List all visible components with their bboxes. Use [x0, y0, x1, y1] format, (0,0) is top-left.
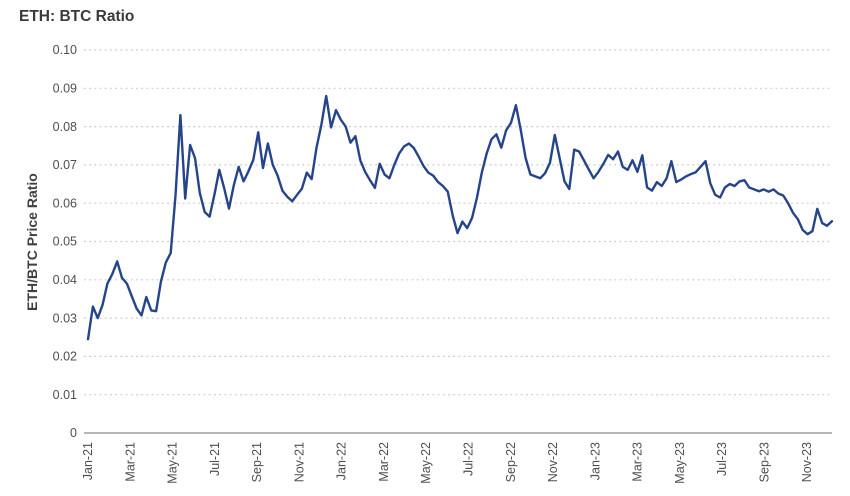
x-tick-label: Jul-23 — [715, 442, 729, 476]
x-tick-label: Nov-23 — [800, 442, 814, 482]
x-tick-label: Jul-21 — [208, 442, 222, 476]
x-tick-label: Mar-21 — [123, 442, 137, 482]
x-tick-label: Mar-22 — [377, 442, 391, 482]
x-tick-label: Sep-22 — [504, 442, 518, 482]
x-tick-label: Nov-22 — [546, 442, 560, 482]
x-tick-label: Jul-22 — [462, 442, 476, 476]
y-tick-label: 0.04 — [53, 273, 77, 287]
y-tick-label: 0.03 — [53, 311, 77, 325]
y-tick-label: 0 — [70, 426, 77, 440]
x-tick-label: May-21 — [166, 442, 180, 484]
x-tick-label: Jan-23 — [588, 442, 602, 480]
y-tick-label: 0.02 — [53, 350, 77, 364]
y-tick-label: 0.09 — [53, 82, 77, 96]
x-tick-label: Jan-21 — [81, 442, 95, 480]
x-tick-label: Nov-21 — [292, 442, 306, 482]
x-tick-label: May-23 — [673, 442, 687, 484]
chart-title: ETH: BTC Ratio — [19, 8, 135, 25]
y-tick-label: 0.06 — [53, 196, 77, 210]
x-tick-label: Jan-22 — [335, 442, 349, 480]
x-tick-label: Sep-23 — [758, 442, 772, 482]
y-tick-label: 0.01 — [53, 388, 77, 402]
x-tick-label: Sep-21 — [250, 442, 264, 482]
y-tick-label: 0.05 — [53, 235, 77, 249]
y-tick-label: 0.10 — [53, 43, 77, 57]
ratio-line — [86, 94, 834, 341]
y-tick-label: 0.07 — [53, 158, 77, 172]
x-tick-label: May-22 — [419, 442, 433, 484]
y-tick-label: 0.08 — [53, 120, 77, 134]
x-tick-label: Mar-23 — [631, 442, 645, 482]
